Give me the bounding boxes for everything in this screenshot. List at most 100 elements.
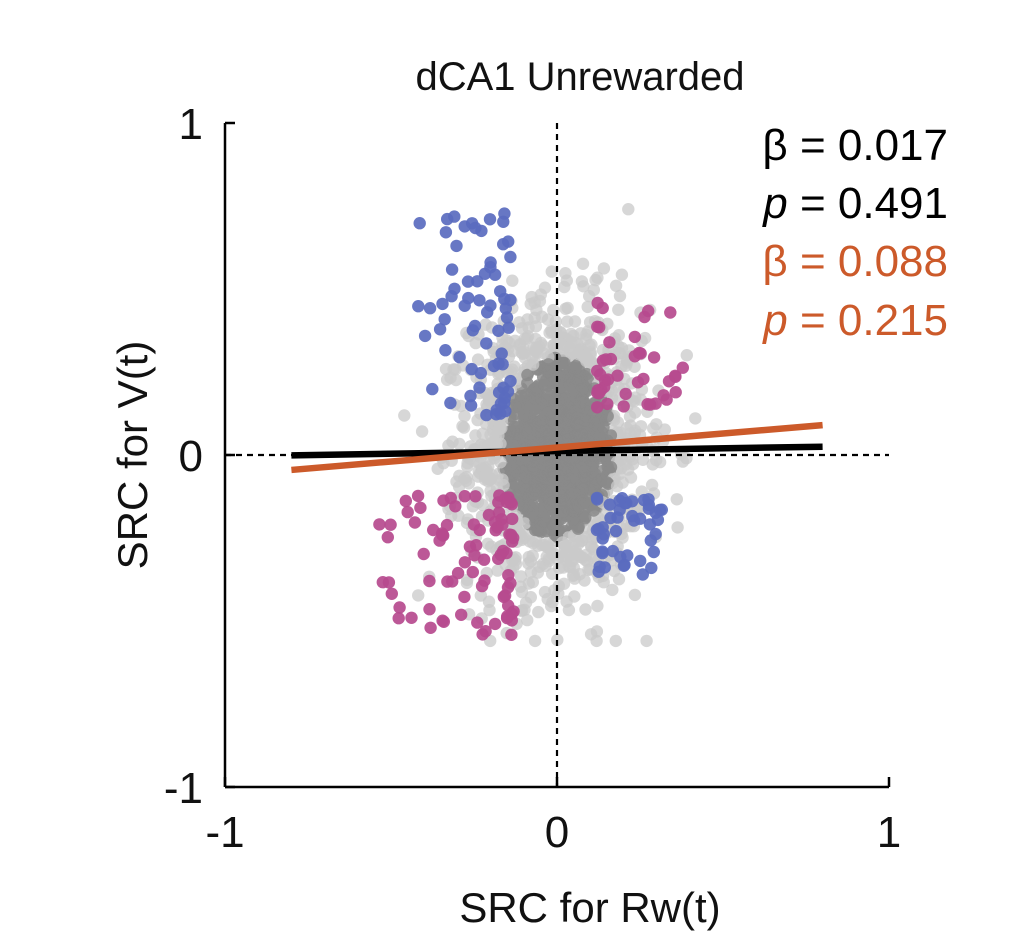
scatter-point-neuron bbox=[576, 257, 590, 270]
scatter-point-neuron bbox=[558, 421, 572, 435]
x-tick-label: 0 bbox=[545, 808, 569, 857]
scatter-point-neuron bbox=[529, 386, 543, 400]
scatter-point-neuron bbox=[518, 517, 532, 530]
stat-p-value: p = 0.215 bbox=[761, 296, 948, 345]
scatter-point-selected bbox=[632, 346, 646, 360]
scatter-point-neuron bbox=[537, 412, 550, 426]
scatter-point-selected bbox=[594, 368, 607, 381]
scatter-point-selected bbox=[458, 556, 472, 569]
scatter-point-neuron bbox=[612, 329, 625, 342]
scatter-point-neuron bbox=[512, 399, 525, 412]
x-axis-label: SRC for Rw(t) bbox=[459, 884, 720, 931]
scatter-point-selected bbox=[649, 506, 662, 519]
scatter-point-neuron bbox=[558, 356, 571, 370]
scatter-point-neuron bbox=[587, 283, 600, 297]
scatter-point-neuron bbox=[462, 477, 476, 490]
scatter-point-neuron bbox=[497, 479, 510, 492]
scatter-point-neuron bbox=[548, 396, 562, 409]
scatter-point-selected bbox=[476, 628, 489, 641]
scatter-point-selected bbox=[433, 323, 447, 336]
scatter-point-selected bbox=[647, 351, 661, 364]
scatter-point-selected bbox=[445, 290, 458, 303]
scatter-point-neuron bbox=[476, 427, 489, 440]
scatter-point-neuron bbox=[575, 428, 588, 441]
scatter-point-selected bbox=[373, 518, 386, 531]
scatter-point-neuron bbox=[412, 589, 425, 602]
scatter-point-neuron bbox=[398, 409, 411, 422]
scatter-point-selected bbox=[473, 294, 486, 307]
scatter-point-selected bbox=[596, 521, 609, 534]
scatter-point-selected bbox=[423, 302, 437, 315]
scatter-point-neuron bbox=[543, 326, 556, 339]
scatter-point-neuron bbox=[456, 420, 469, 433]
scatter-point-neuron bbox=[573, 396, 586, 409]
scatter-point-selected bbox=[462, 291, 475, 305]
scatter-point-selected bbox=[505, 628, 518, 641]
scatter-point-neuron bbox=[591, 599, 604, 613]
scatter-point-neuron bbox=[606, 583, 619, 597]
scatter-point-neuron bbox=[508, 464, 521, 478]
scatter-point-neuron bbox=[545, 265, 558, 278]
scatter-point-neuron bbox=[585, 540, 598, 554]
scatter-point-selected bbox=[500, 311, 514, 324]
scatter-point-neuron bbox=[575, 534, 588, 547]
scatter-point-selected bbox=[480, 408, 493, 422]
scatter-point-neuron bbox=[440, 373, 454, 386]
scatter-point-selected bbox=[496, 358, 509, 371]
scatter-point-selected bbox=[481, 306, 494, 319]
scatter-point-neuron bbox=[578, 413, 591, 427]
scatter-point-selected bbox=[649, 527, 662, 541]
scatter-point-neuron bbox=[670, 493, 683, 506]
scatter-point-neuron bbox=[524, 566, 538, 579]
scatter-point-selected bbox=[484, 261, 497, 274]
scatter-point-selected bbox=[437, 529, 450, 542]
scatter-point-selected bbox=[458, 590, 471, 604]
scatter-point-neuron bbox=[634, 420, 648, 433]
scatter-point-neuron bbox=[460, 576, 474, 590]
scatter-point-neuron bbox=[531, 471, 544, 484]
scatter-point-neuron bbox=[557, 341, 570, 354]
scatter-point-neuron bbox=[613, 289, 627, 303]
scatter-point-neuron bbox=[481, 537, 494, 550]
scatter-point-selected bbox=[393, 601, 406, 614]
scatter-point-neuron bbox=[671, 521, 684, 534]
scatter-point-selected bbox=[596, 354, 610, 367]
scatter-point-selected bbox=[604, 511, 617, 525]
scatter-point-neuron bbox=[578, 512, 592, 525]
scatter-point-neuron bbox=[515, 322, 529, 335]
scatter-point-neuron bbox=[479, 318, 492, 331]
scatter-point-selected bbox=[498, 396, 511, 410]
scatter-point-selected bbox=[664, 306, 677, 319]
scatter-point-neuron bbox=[521, 613, 534, 627]
scatter-point-selected bbox=[642, 304, 655, 318]
scatter-point-neuron bbox=[559, 302, 572, 315]
scatter-point-selected bbox=[501, 581, 515, 594]
scatter-point-neuron bbox=[612, 573, 626, 586]
scatter-point-neuron bbox=[597, 262, 611, 275]
scatter-point-neuron bbox=[545, 485, 558, 498]
scatter-point-neuron bbox=[622, 463, 635, 476]
scatter-point-selected bbox=[645, 561, 658, 575]
scatter-point-selected bbox=[424, 621, 437, 634]
scatter-point-selected bbox=[448, 210, 461, 223]
scatter-point-neuron bbox=[538, 378, 551, 392]
scatter-point-selected bbox=[473, 381, 486, 394]
scatter-point-neuron bbox=[526, 575, 539, 589]
scatter-point-selected bbox=[617, 400, 630, 413]
scatter-point-neuron bbox=[492, 429, 505, 442]
scatter-point-selected bbox=[439, 344, 452, 357]
scatter-point-selected bbox=[473, 523, 486, 537]
scatter-point-selected bbox=[458, 490, 471, 503]
scatter-point-selected bbox=[411, 489, 425, 503]
scatter-point-neuron bbox=[454, 399, 467, 413]
scatter-point-selected bbox=[469, 221, 482, 235]
scatter-point-neuron bbox=[527, 454, 540, 468]
scatter-point-neuron bbox=[484, 472, 497, 485]
scatter-point-selected bbox=[474, 366, 487, 380]
y-tick-label: 1 bbox=[179, 100, 203, 149]
scatter-point-neuron bbox=[514, 570, 528, 583]
scatter-point-selected bbox=[669, 370, 682, 383]
scatter-point-neuron bbox=[587, 417, 601, 430]
scatter-point-selected bbox=[491, 521, 504, 534]
